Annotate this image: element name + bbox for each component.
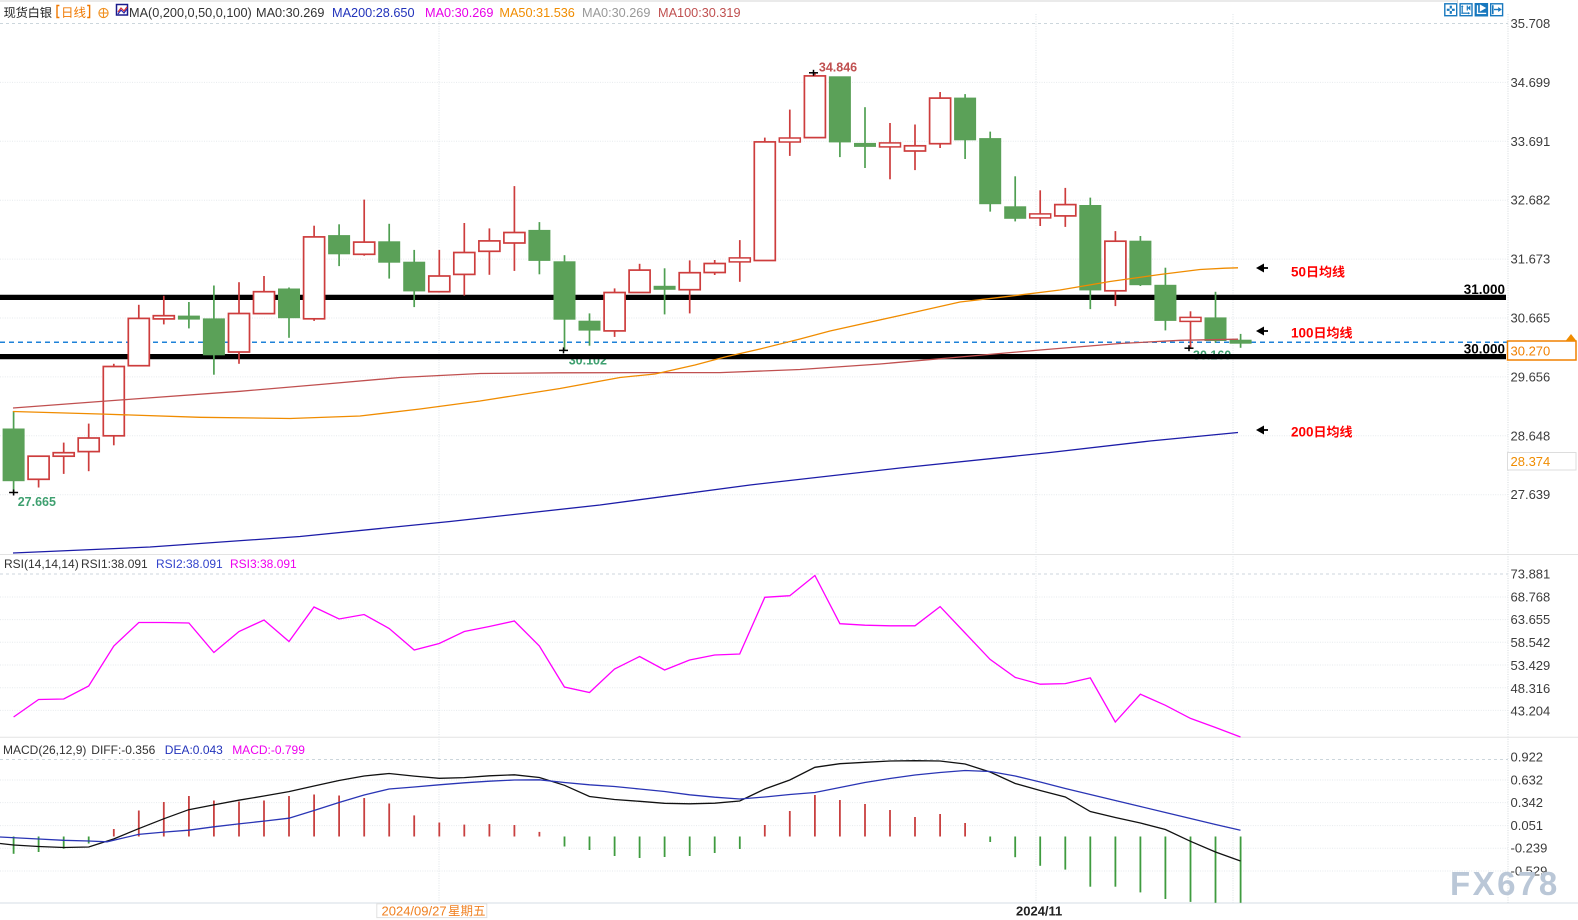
svg-text:RSI2:38.091: RSI2:38.091 [156,557,223,571]
svg-text:27.639: 27.639 [1511,487,1551,502]
svg-text:RSI1:38.091: RSI1:38.091 [81,557,148,571]
svg-text:31.000: 31.000 [1464,282,1505,297]
svg-text:-0.529: -0.529 [1511,864,1548,879]
svg-text:63.655: 63.655 [1511,612,1551,627]
svg-text:53.429: 53.429 [1511,658,1551,673]
svg-text:MA0:30.269: MA0:30.269 [425,6,493,20]
svg-text:31.673: 31.673 [1511,252,1551,267]
svg-text:43.204: 43.204 [1511,704,1551,719]
svg-text:30.000: 30.000 [1464,342,1505,357]
svg-text:MA50:31.536: MA50:31.536 [499,6,574,20]
svg-text:MACD(26,12,9): MACD(26,12,9) [3,743,86,757]
svg-text:28.648: 28.648 [1511,428,1551,443]
svg-text:0.922: 0.922 [1511,750,1544,765]
svg-text:34.846: 34.846 [819,61,857,75]
svg-text:200: 200 [1291,425,1314,440]
svg-text:RSI3:38.091: RSI3:38.091 [230,557,297,571]
svg-text:48.316: 48.316 [1511,681,1551,696]
svg-text:34.699: 34.699 [1511,75,1551,90]
svg-text:MA(0,200,0,50,0,100): MA(0,200,0,50,0,100) [129,6,252,20]
svg-text:2024/09/27: 2024/09/27 [382,903,447,918]
svg-text:-0.239: -0.239 [1511,841,1548,856]
svg-text:0.051: 0.051 [1511,818,1544,833]
svg-text:MA0:30.269: MA0:30.269 [582,6,650,20]
svg-text:MA0:30.269: MA0:30.269 [256,6,324,20]
svg-text:32.682: 32.682 [1511,193,1551,208]
svg-text:MACD:-0.799: MACD:-0.799 [232,743,305,757]
svg-text:50: 50 [1291,265,1306,280]
svg-text:RSI(14,14,14): RSI(14,14,14) [4,557,79,571]
svg-text:27.665: 27.665 [18,495,56,509]
svg-text:33.691: 33.691 [1511,134,1551,149]
svg-text:FX678: FX678 [1450,865,1560,902]
svg-text:DEA:0.043: DEA:0.043 [165,743,223,757]
svg-text:0.632: 0.632 [1511,772,1544,787]
svg-text:28.374: 28.374 [1511,454,1551,469]
svg-text:100: 100 [1291,326,1314,341]
svg-text:29.656: 29.656 [1511,369,1551,384]
svg-text:DIFF:-0.356: DIFF:-0.356 [91,743,155,757]
svg-text:2024/11: 2024/11 [1016,903,1062,918]
svg-text:35.708: 35.708 [1511,16,1551,31]
svg-text:73.881: 73.881 [1511,567,1551,582]
svg-text:MA200:28.650: MA200:28.650 [332,6,415,20]
svg-text:30.665: 30.665 [1511,311,1551,326]
svg-text:68.768: 68.768 [1511,589,1551,604]
svg-text:58.542: 58.542 [1511,635,1551,650]
svg-text:30.270: 30.270 [1511,344,1551,359]
svg-text:MA100:30.319: MA100:30.319 [658,6,741,20]
svg-text:0.342: 0.342 [1511,795,1544,810]
